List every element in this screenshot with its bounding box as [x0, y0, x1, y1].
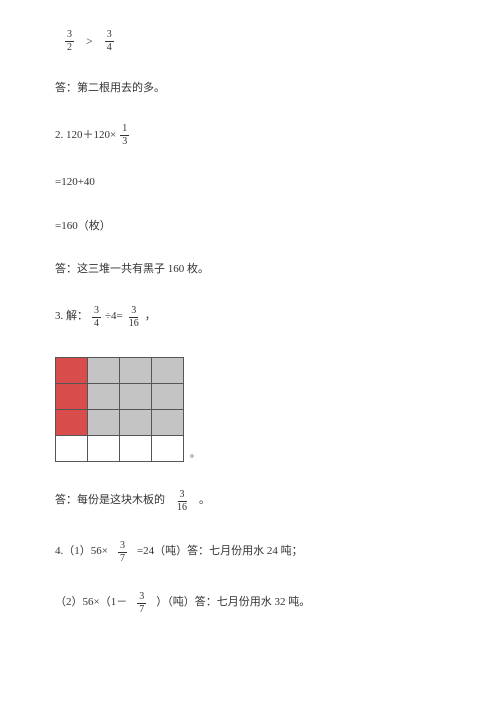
text: （2）56×（1－	[55, 595, 127, 610]
step-2: =160（枚）	[55, 219, 445, 234]
text: 答：每份是这块木板的	[55, 493, 165, 508]
grid-cell	[152, 435, 184, 461]
text: ，	[145, 309, 156, 324]
grid-cell	[88, 357, 120, 383]
greater-than: >	[86, 33, 93, 50]
fraction-1-3: 1 3	[120, 124, 129, 147]
grid-cell	[152, 383, 184, 409]
text: ÷4=	[105, 309, 123, 324]
grid-row	[56, 383, 184, 409]
grid-table	[55, 357, 184, 462]
denominator: 16	[127, 318, 141, 329]
grid-row	[56, 409, 184, 435]
grid-cell	[152, 357, 184, 383]
problem-3-expr: 3. 解： 3 4 ÷4= 3 16 ，	[55, 306, 445, 329]
numerator: 3	[105, 30, 114, 42]
text: 3. 解：	[55, 309, 88, 324]
grid-cell	[120, 435, 152, 461]
fraction-3-2: 3 2	[65, 30, 74, 53]
grid-cell	[120, 383, 152, 409]
fraction-3-16: 3 16	[127, 306, 141, 329]
denominator: 2	[65, 42, 74, 53]
text: 。	[199, 493, 210, 508]
grid-trailing: 。	[190, 448, 200, 462]
problem-2-expr: 2. 120＋120× 1 3	[55, 124, 445, 147]
text: 4.（1）56×	[55, 544, 108, 559]
text: ）（吨）答：七月份用水 32 吨。	[156, 595, 310, 610]
numerator: 3	[92, 306, 101, 318]
numerator: 3	[65, 30, 74, 42]
numerator: 3	[129, 306, 138, 318]
problem-4-2: （2）56×（1－ 3 7 ）（吨）答：七月份用水 32 吨。	[55, 592, 445, 615]
denominator: 4	[92, 318, 101, 329]
fraction-grid-diagram: 。	[55, 357, 445, 462]
denominator: 4	[105, 42, 114, 53]
fraction-3-7: 3 7	[137, 592, 146, 615]
text: =24（吨）答：七月份用水 24 吨；	[137, 544, 303, 559]
grid-cell	[120, 409, 152, 435]
denominator: 7	[118, 553, 127, 564]
grid-cell	[88, 383, 120, 409]
grid-row	[56, 357, 184, 383]
denominator: 7	[137, 604, 146, 615]
answer-2: 答：这三堆一共有黑子 160 枚。	[55, 262, 445, 277]
line-1-inequality: 3 2 > 3 4	[65, 30, 445, 53]
denominator: 16	[175, 502, 189, 513]
grid-cell	[88, 435, 120, 461]
grid-cell	[88, 409, 120, 435]
fraction-3-7: 3 7	[118, 541, 127, 564]
grid-cell	[56, 383, 88, 409]
numerator: 3	[137, 592, 146, 604]
step-1: =120+40	[55, 175, 445, 190]
answer-3: 答：每份是这块木板的 3 16 。	[55, 490, 445, 513]
answer-1: 答：第二根用去的多。	[55, 81, 445, 96]
text: 2. 120＋120×	[55, 128, 116, 143]
grid-row	[56, 435, 184, 461]
problem-4-1: 4.（1）56× 3 7 =24（吨）答：七月份用水 24 吨；	[55, 541, 445, 564]
grid-cell	[152, 409, 184, 435]
denominator: 3	[120, 136, 129, 147]
grid-cell	[56, 409, 88, 435]
fraction-3-16: 3 16	[175, 490, 189, 513]
grid-cell	[56, 435, 88, 461]
numerator: 3	[118, 541, 127, 553]
grid-cell	[56, 357, 88, 383]
fraction-3-4: 3 4	[105, 30, 114, 53]
fraction-3-4: 3 4	[92, 306, 101, 329]
numerator: 1	[120, 124, 129, 136]
grid-cell	[120, 357, 152, 383]
numerator: 3	[178, 490, 187, 502]
